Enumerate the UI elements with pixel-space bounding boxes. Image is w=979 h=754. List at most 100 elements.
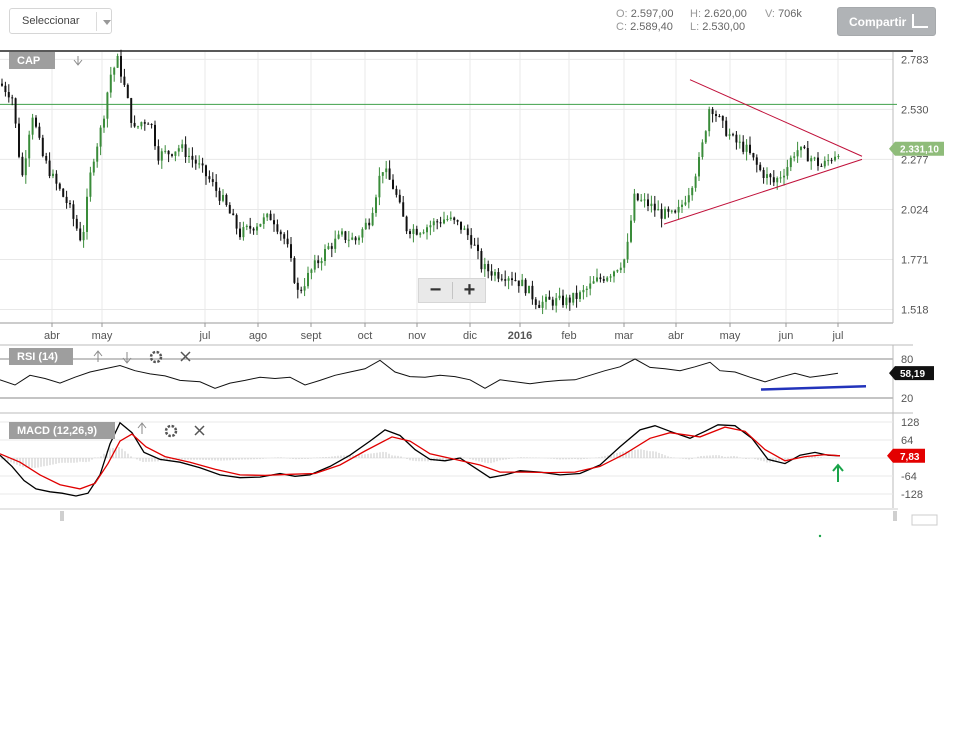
navigator-handle-right[interactable] xyxy=(893,511,897,521)
ohlc-open: O: 2.597,00 xyxy=(616,8,674,20)
price-candle-body xyxy=(718,116,721,118)
price-candle-body xyxy=(160,151,163,161)
price-candle-body xyxy=(375,197,377,213)
price-candle-body xyxy=(823,160,826,167)
price-candle-body xyxy=(65,196,68,204)
price-candle-body xyxy=(776,178,779,183)
zoom-in-button[interactable]: + xyxy=(463,279,476,301)
price-candle-body xyxy=(439,222,442,224)
cap-series-tag[interactable]: CAP xyxy=(9,52,55,69)
price-candle-body xyxy=(728,134,731,136)
period-select[interactable]: Seleccionar xyxy=(9,8,112,34)
price-candle-body xyxy=(313,260,316,270)
price-y-tick-label: 2.277 xyxy=(901,154,929,166)
price-candle-body xyxy=(786,167,789,176)
price-candle-body xyxy=(745,144,748,152)
price-candle-body xyxy=(286,238,289,245)
price-candle-body xyxy=(398,194,401,203)
price-candle-body xyxy=(677,206,680,213)
price-candle-body xyxy=(524,279,527,294)
trendline-lower[interactable] xyxy=(663,158,863,225)
price-candle-body xyxy=(650,203,653,207)
price-y-tick-label: 1.771 xyxy=(901,255,929,267)
price-candle-body xyxy=(28,134,31,159)
price-candle-body xyxy=(789,157,792,168)
price-y-tick-label: 2.783 xyxy=(901,54,929,66)
up-arrow-icon[interactable] xyxy=(137,422,147,434)
x-axis-tick-label: dic xyxy=(463,330,478,342)
close-icon[interactable] xyxy=(194,425,205,436)
x-axis-tick-label: abr xyxy=(668,330,684,342)
price-candle-body xyxy=(477,244,479,252)
price-candle-body xyxy=(290,244,292,259)
price-candle-body xyxy=(694,176,697,188)
rsi-panel-tag[interactable]: RSI (14) xyxy=(9,348,73,365)
x-axis-tick-label: abr xyxy=(44,330,60,342)
macd-panel-tag[interactable]: MACD (12,26,9) xyxy=(9,422,115,439)
price-candle-body xyxy=(242,227,245,238)
navigator-button[interactable] xyxy=(911,514,938,526)
price-candle-body xyxy=(409,231,411,234)
price-candle-body xyxy=(752,153,755,158)
price-candle-body xyxy=(205,165,207,177)
chevron-down-icon[interactable] xyxy=(103,20,111,25)
price-candle-body xyxy=(283,234,286,239)
price-candle-body xyxy=(755,157,758,165)
x-axis-tick-label: oct xyxy=(358,330,373,342)
price-candle-body xyxy=(643,199,646,201)
share-button[interactable]: Compartir xyxy=(837,7,936,36)
price-candle-body xyxy=(817,157,819,166)
price-candle-body xyxy=(184,144,187,157)
zoom-out-button[interactable]: − xyxy=(429,279,442,301)
macd-series-signal xyxy=(0,426,841,490)
x-axis-tick-label: 2016 xyxy=(508,330,532,342)
zoom-controls: − + xyxy=(418,278,486,303)
gear-icon[interactable] xyxy=(164,424,178,438)
price-candle-body xyxy=(211,179,214,182)
price-candle-body xyxy=(507,278,510,281)
price-candle-body xyxy=(194,159,197,164)
price-candle-body xyxy=(562,295,564,306)
price-candle-body xyxy=(120,56,122,77)
price-candle-body xyxy=(422,232,425,234)
rsi-y-tick-label: 20 xyxy=(901,393,913,405)
price-candle-body xyxy=(429,225,432,228)
price-candle-body xyxy=(137,126,139,128)
price-candle-body xyxy=(218,190,221,201)
price-candle-body xyxy=(647,199,649,207)
rsi-trendline-support[interactable] xyxy=(760,385,867,391)
down-arrow-icon[interactable] xyxy=(73,56,83,66)
navigator-handle-left[interactable] xyxy=(60,511,64,521)
x-axis-tick-label: jun xyxy=(778,330,794,342)
x-axis-tick-label: feb xyxy=(561,330,576,342)
price-candle-body xyxy=(616,270,619,272)
price-candle-body xyxy=(320,260,323,264)
price-candle-body xyxy=(89,172,92,197)
up-arrow-icon[interactable] xyxy=(93,350,103,362)
price-candle-body xyxy=(341,231,343,235)
price-candle-body xyxy=(307,272,309,287)
price-candle-body xyxy=(337,234,340,239)
price-candle-body xyxy=(72,204,75,219)
price-candle-body xyxy=(463,228,466,230)
gear-icon[interactable] xyxy=(149,350,163,364)
price-candle-body xyxy=(796,150,799,157)
price-candle-body xyxy=(626,241,629,260)
annotation-up-arrow xyxy=(832,463,844,482)
price-candle-body xyxy=(330,246,333,249)
price-candle-body xyxy=(551,299,554,306)
price-candle-body xyxy=(4,85,7,93)
close-icon[interactable] xyxy=(180,351,191,362)
price-candle-body xyxy=(154,124,156,147)
trendline-upper[interactable] xyxy=(689,79,863,157)
price-candle-body xyxy=(392,179,394,189)
price-candle-body xyxy=(303,286,306,291)
macd-value-badge xyxy=(887,448,925,463)
last-price-label: 2.331,10 xyxy=(900,145,939,156)
price-candle-body xyxy=(742,141,745,152)
price-candle-body xyxy=(45,156,48,161)
price-candle-body xyxy=(545,296,547,302)
price-candle-body xyxy=(225,194,228,205)
down-arrow-icon[interactable] xyxy=(122,352,132,364)
